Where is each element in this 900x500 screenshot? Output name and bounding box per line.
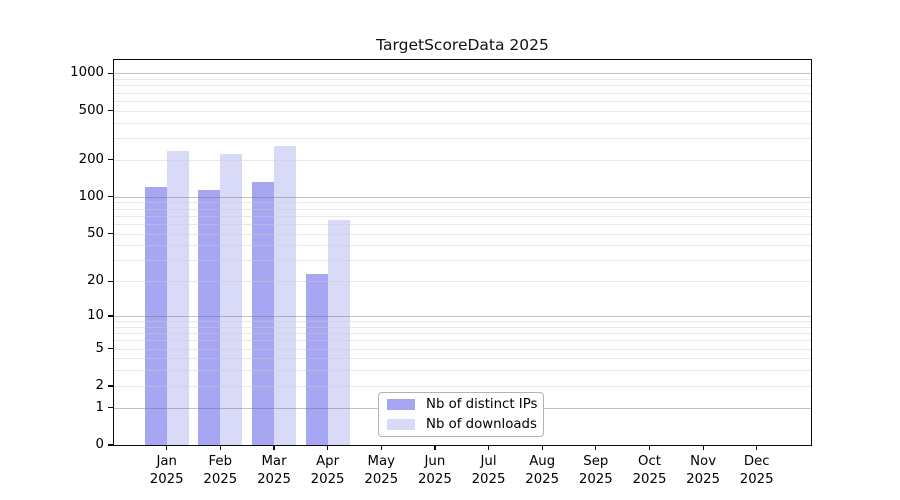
x-tick-nov bbox=[702, 445, 704, 450]
y-tick-20 bbox=[108, 280, 113, 282]
bar-feb-downloads bbox=[220, 153, 243, 445]
bar-mar-distinct-ips bbox=[251, 182, 274, 445]
y-tick-label-50: 50 bbox=[87, 225, 104, 241]
legend-swatch-downloads bbox=[387, 419, 415, 430]
legend: Nb of distinct IPs Nb of downloads bbox=[378, 392, 544, 437]
legend-item-downloads: Nb of downloads bbox=[387, 416, 537, 433]
y-tick-label-20: 20 bbox=[87, 273, 104, 289]
x-tick-label-aug: Aug 2025 bbox=[525, 454, 560, 487]
x-tick-label-dec: Dec 2025 bbox=[739, 454, 774, 487]
x-tick-label-apr: Apr 2025 bbox=[310, 454, 345, 487]
x-tick-apr bbox=[327, 445, 329, 450]
chart-title: TargetScoreData 2025 bbox=[376, 36, 549, 54]
y-tick-100 bbox=[108, 196, 113, 198]
x-tick-label-jan: Jan 2025 bbox=[149, 454, 184, 487]
legend-item-distinct-ips: Nb of distinct IPs bbox=[387, 396, 538, 413]
bar-mar-downloads bbox=[273, 146, 296, 445]
y-tick-label-10: 10 bbox=[87, 308, 104, 323]
minor-gridline-800 bbox=[114, 85, 811, 87]
x-tick-jul bbox=[487, 445, 490, 450]
bar-feb-distinct-ips bbox=[198, 190, 221, 445]
x-tick-sep bbox=[595, 445, 597, 450]
minor-gridline-700 bbox=[114, 92, 811, 94]
legend-label-downloads: Nb of downloads bbox=[426, 417, 537, 432]
y-tick-200 bbox=[108, 159, 113, 161]
bar-apr-downloads bbox=[327, 220, 350, 445]
y-tick-label-5: 5 bbox=[95, 340, 104, 356]
x-tick-oct bbox=[648, 445, 651, 450]
minor-gridline-200 bbox=[114, 159, 811, 161]
x-tick-jun bbox=[434, 445, 436, 450]
legend-swatch-distinct-ips bbox=[387, 399, 415, 410]
minor-gridline-400 bbox=[114, 122, 811, 124]
bar-apr-distinct-ips bbox=[305, 274, 328, 445]
legend-label-distinct-ips: Nb of distinct IPs bbox=[426, 397, 538, 412]
bar-jan-distinct-ips bbox=[144, 187, 167, 445]
y-tick-label-1000: 1000 bbox=[70, 65, 104, 81]
x-tick-label-may: May 2025 bbox=[364, 454, 399, 487]
plot-area: 1000 500 200 100 50 20 10 5 2 1 0 Jan 2025 Feb 2025 Mar… bbox=[70, 59, 812, 487]
x-tick-feb bbox=[219, 445, 221, 450]
x-tick-aug bbox=[541, 445, 543, 450]
y-tick-1000 bbox=[108, 72, 113, 75]
y-tick-label-500: 500 bbox=[78, 102, 104, 118]
x-tick-dec bbox=[756, 445, 758, 450]
y-tick-1 bbox=[108, 407, 113, 409]
y-tick-2 bbox=[108, 385, 113, 387]
x-tick-label-oct: Oct 2025 bbox=[632, 454, 667, 487]
x-tick-label-jun: Jun 2025 bbox=[417, 454, 452, 487]
x-tick-may bbox=[380, 445, 382, 450]
bar-jan-downloads bbox=[166, 151, 189, 445]
x-tick-label-jul: Jul 2025 bbox=[471, 454, 506, 487]
y-tick-label-100: 100 bbox=[78, 188, 104, 204]
y-tick-label-0: 0 bbox=[95, 437, 104, 452]
y-tick-label-1: 1 bbox=[95, 399, 104, 415]
y-tick-5 bbox=[108, 348, 113, 350]
minor-gridline-500 bbox=[114, 110, 811, 112]
y-tick-10 bbox=[108, 315, 113, 317]
x-tick-label-sep: Sep 2025 bbox=[578, 454, 613, 487]
x-tick-label-feb: Feb 2025 bbox=[203, 454, 238, 487]
y-tick-0 bbox=[108, 444, 113, 446]
minor-gridline-600 bbox=[114, 100, 811, 102]
y-tick-50 bbox=[108, 232, 113, 235]
minor-gridline-300 bbox=[114, 138, 811, 139]
y-tick-500 bbox=[108, 110, 113, 112]
y-tick-label-2: 2 bbox=[95, 377, 104, 393]
major-gridline-1000 bbox=[114, 73, 811, 75]
y-tick-label-200: 200 bbox=[78, 151, 104, 167]
x-tick-label-nov: Nov 2025 bbox=[686, 454, 721, 487]
x-tick-label-mar: Mar 2025 bbox=[257, 454, 291, 487]
minor-gridline-900 bbox=[114, 79, 811, 80]
x-tick-mar bbox=[273, 445, 275, 450]
x-tick-jan bbox=[166, 445, 168, 450]
